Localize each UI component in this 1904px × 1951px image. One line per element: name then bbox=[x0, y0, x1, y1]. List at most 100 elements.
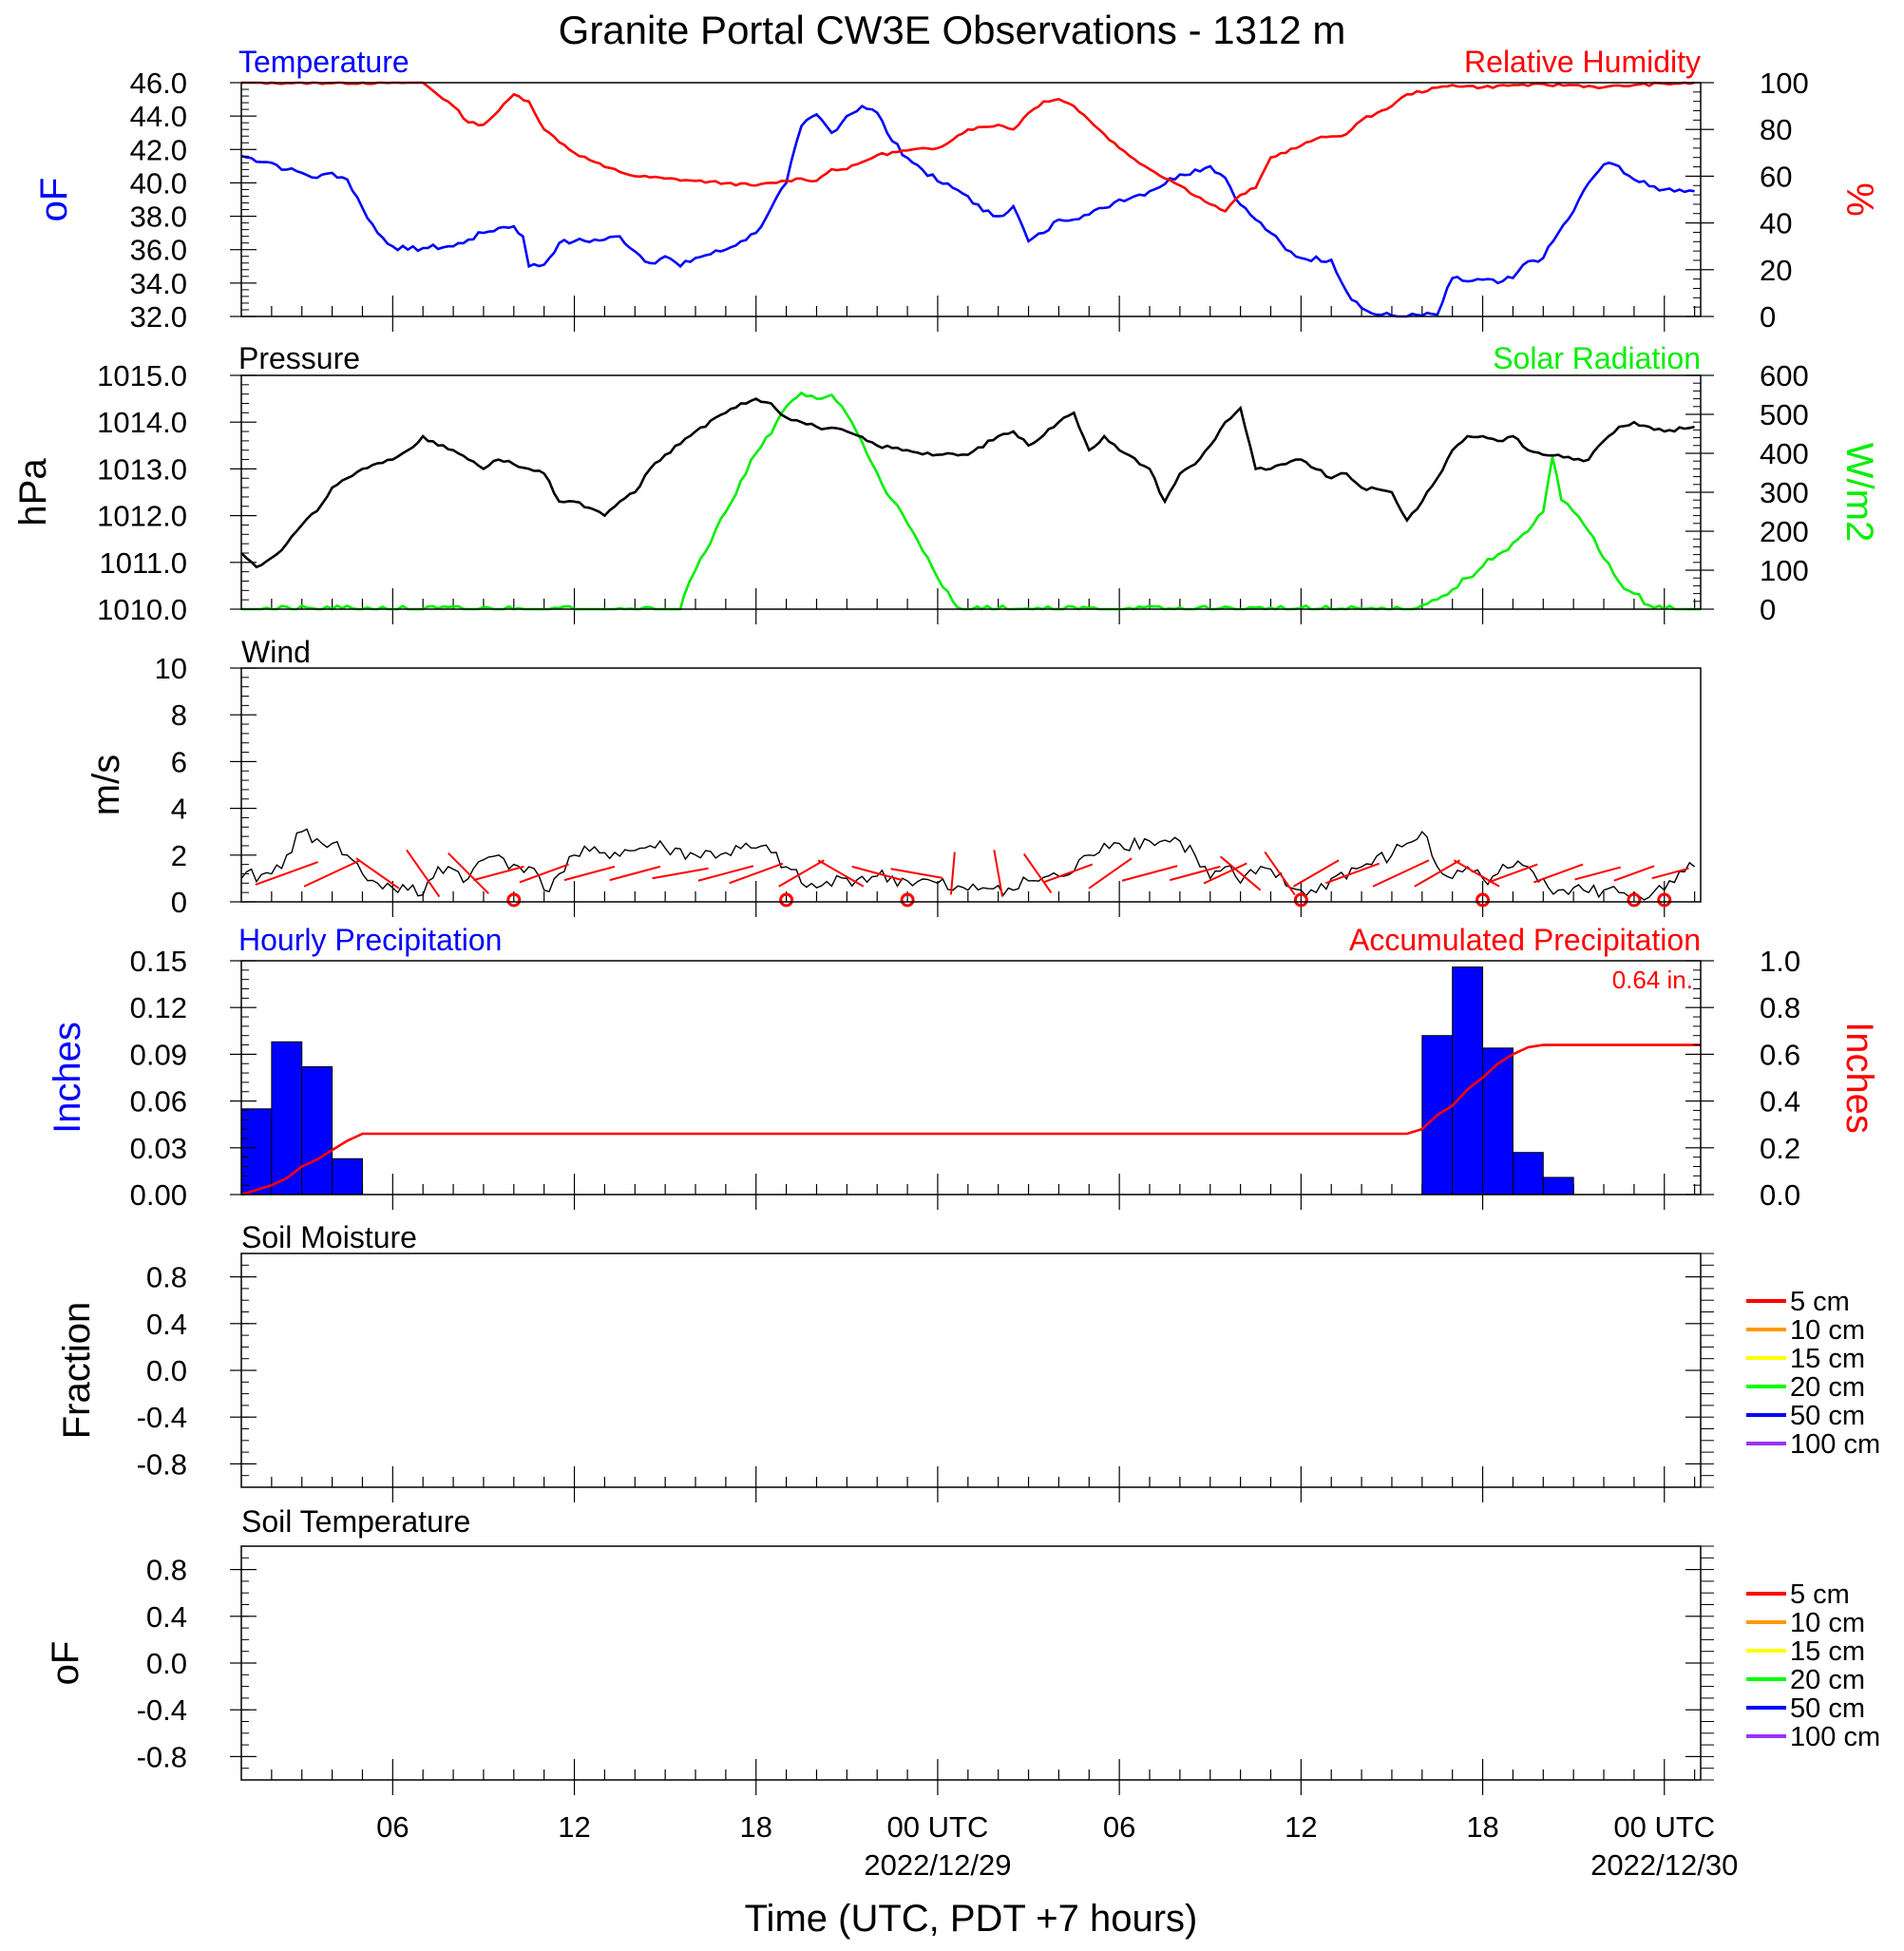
y-tick-label: 1014.0 bbox=[97, 406, 187, 439]
wind-barb bbox=[1613, 865, 1655, 882]
panel-title-left: Pressure bbox=[238, 341, 360, 375]
calm-wind-marker bbox=[1627, 892, 1642, 908]
y-tick-label: 0.4 bbox=[1760, 1085, 1800, 1119]
x-tick-label: 06 bbox=[1103, 1810, 1135, 1844]
y-tick-label: 0.4 bbox=[146, 1600, 187, 1634]
wind-barb bbox=[519, 863, 569, 884]
wind-barb bbox=[1088, 857, 1133, 889]
y-axis-label-right: W/m2 bbox=[1838, 443, 1880, 542]
panel-title-left: Temperature bbox=[238, 45, 409, 79]
wind-barb bbox=[1292, 859, 1340, 888]
wind-barb bbox=[255, 861, 319, 886]
y-axis-label-left: Inches bbox=[47, 1022, 88, 1134]
y-tick-label: 44.0 bbox=[130, 100, 187, 133]
y-tick-label: 1.0 bbox=[1760, 945, 1800, 978]
accumulated-precip-line bbox=[240, 1043, 1701, 1196]
y-axis-label-right: Inches bbox=[1838, 1022, 1880, 1134]
y-tick-label: 0.03 bbox=[130, 1132, 187, 1165]
y-tick-label: 0.06 bbox=[130, 1085, 187, 1119]
wind-barb bbox=[729, 862, 784, 885]
wind-barb bbox=[563, 865, 616, 882]
wind-barb bbox=[778, 859, 825, 888]
x-tick-label: 12 bbox=[558, 1810, 590, 1844]
pressure-line bbox=[240, 397, 1695, 569]
x-date-label: 2022/12/29 bbox=[864, 1848, 1011, 1882]
y-tick-label: 300 bbox=[1760, 476, 1809, 509]
wind-barb bbox=[1022, 852, 1053, 894]
y-tick-label: 0 bbox=[1760, 593, 1776, 626]
y-tick-label: 0 bbox=[1760, 300, 1776, 334]
y-tick-label: 1015.0 bbox=[97, 359, 187, 392]
panel-title-left: Soil Temperature bbox=[241, 1504, 470, 1539]
wind-barb bbox=[1121, 865, 1178, 882]
y-tick-label: 46.0 bbox=[130, 67, 187, 100]
y-tick-label: 0.0 bbox=[1760, 1178, 1800, 1212]
y-axis-label-left: Fraction bbox=[56, 1302, 98, 1440]
panel-pressure-solar: Pressure Solar Radiation hPa W/m2 1015.0… bbox=[12, 341, 1880, 626]
wind-barb bbox=[609, 865, 661, 882]
panel-soil-moisture: Soil Moisture Fraction 0.8 0.4 0.0 -0.4 -0.8… bbox=[56, 1220, 1880, 1502]
y-tick-label: 0.8 bbox=[1760, 991, 1800, 1024]
panel-title-right: Solar Radiation bbox=[1493, 341, 1701, 375]
calm-wind-marker bbox=[506, 892, 522, 908]
y-tick-label: 6 bbox=[171, 745, 187, 778]
wind-speed-line bbox=[240, 828, 1696, 901]
y-tick-label: -0.8 bbox=[137, 1740, 187, 1773]
wind-barb bbox=[1533, 863, 1584, 884]
y-tick-label: 0.0 bbox=[146, 1354, 187, 1387]
y-tick-label: 42.0 bbox=[130, 133, 187, 166]
y-tick-label: 1011.0 bbox=[99, 546, 187, 580]
calm-wind-marker bbox=[1476, 892, 1491, 908]
panel-temp-rh: Temperature Relative Humidity oF % 46.04… bbox=[33, 45, 1880, 334]
panel-precipitation: Hourly Precipitation Accumulated Precipi… bbox=[47, 923, 1880, 1212]
figure-title: Granite Portal CW3E Observations - 1312 … bbox=[559, 8, 1346, 52]
wind-barb bbox=[890, 868, 942, 879]
panel-title-left: Soil Moisture bbox=[241, 1220, 417, 1254]
y-tick-label: 0.09 bbox=[130, 1038, 187, 1071]
y-axis-label-left: oF bbox=[33, 178, 75, 222]
y-tick-label: 1010.0 bbox=[97, 593, 187, 626]
y-tick-label: 20 bbox=[1760, 254, 1792, 287]
wind-barb bbox=[652, 867, 709, 880]
wind-barb bbox=[1324, 862, 1380, 885]
precip-bar bbox=[301, 1066, 333, 1195]
legend-label: 5 cm bbox=[1790, 1579, 1850, 1610]
wind-barb bbox=[1203, 862, 1247, 885]
y-tick-label: 40.0 bbox=[130, 166, 187, 200]
legend-label: 10 cm bbox=[1790, 1608, 1865, 1638]
temperature-line bbox=[240, 104, 1695, 318]
y-axis-label-right: % bbox=[1838, 182, 1880, 217]
wind-barb bbox=[1264, 851, 1296, 896]
wind-barb bbox=[1372, 859, 1430, 888]
legend-label: 20 cm bbox=[1790, 1665, 1865, 1695]
y-tick-label: 0.00 bbox=[130, 1178, 187, 1212]
y-tick-label: 80 bbox=[1760, 113, 1792, 146]
y-tick-label: 0.12 bbox=[130, 991, 187, 1024]
panel-title-right: Relative Humidity bbox=[1464, 45, 1701, 79]
legend-label: 15 cm bbox=[1790, 1636, 1865, 1667]
y-tick-label: 8 bbox=[171, 698, 187, 732]
precip-bar bbox=[1542, 1176, 1574, 1195]
x-axis: 06 12 18 00 UTC 2022/12/29 06 12 18 00 UTC 2022/1… bbox=[376, 1810, 1738, 1882]
y-axis-label-left: m/s bbox=[86, 755, 127, 815]
panel-wind: Wind m/s 10 8 6 4 2 0 bbox=[86, 635, 1702, 919]
y-tick-label: -0.4 bbox=[137, 1693, 187, 1727]
wind-barb bbox=[1651, 867, 1689, 880]
y-tick-label: 200 bbox=[1760, 515, 1809, 548]
precip-bar bbox=[271, 1041, 303, 1195]
wind-barb bbox=[1169, 865, 1221, 882]
y-tick-label: 0.8 bbox=[146, 1261, 187, 1294]
wind-barb bbox=[1488, 863, 1538, 884]
x-tick-label: 12 bbox=[1285, 1810, 1317, 1844]
y-tick-label: 34.0 bbox=[130, 267, 187, 300]
wind-barb bbox=[1219, 855, 1262, 891]
precip-bar bbox=[1482, 1047, 1514, 1195]
wind-barb bbox=[447, 852, 489, 894]
precip-bar bbox=[240, 1108, 273, 1195]
y-tick-label: 400 bbox=[1760, 437, 1809, 470]
y-tick-label: 1012.0 bbox=[97, 500, 187, 533]
y-tick-label: 600 bbox=[1760, 359, 1809, 392]
